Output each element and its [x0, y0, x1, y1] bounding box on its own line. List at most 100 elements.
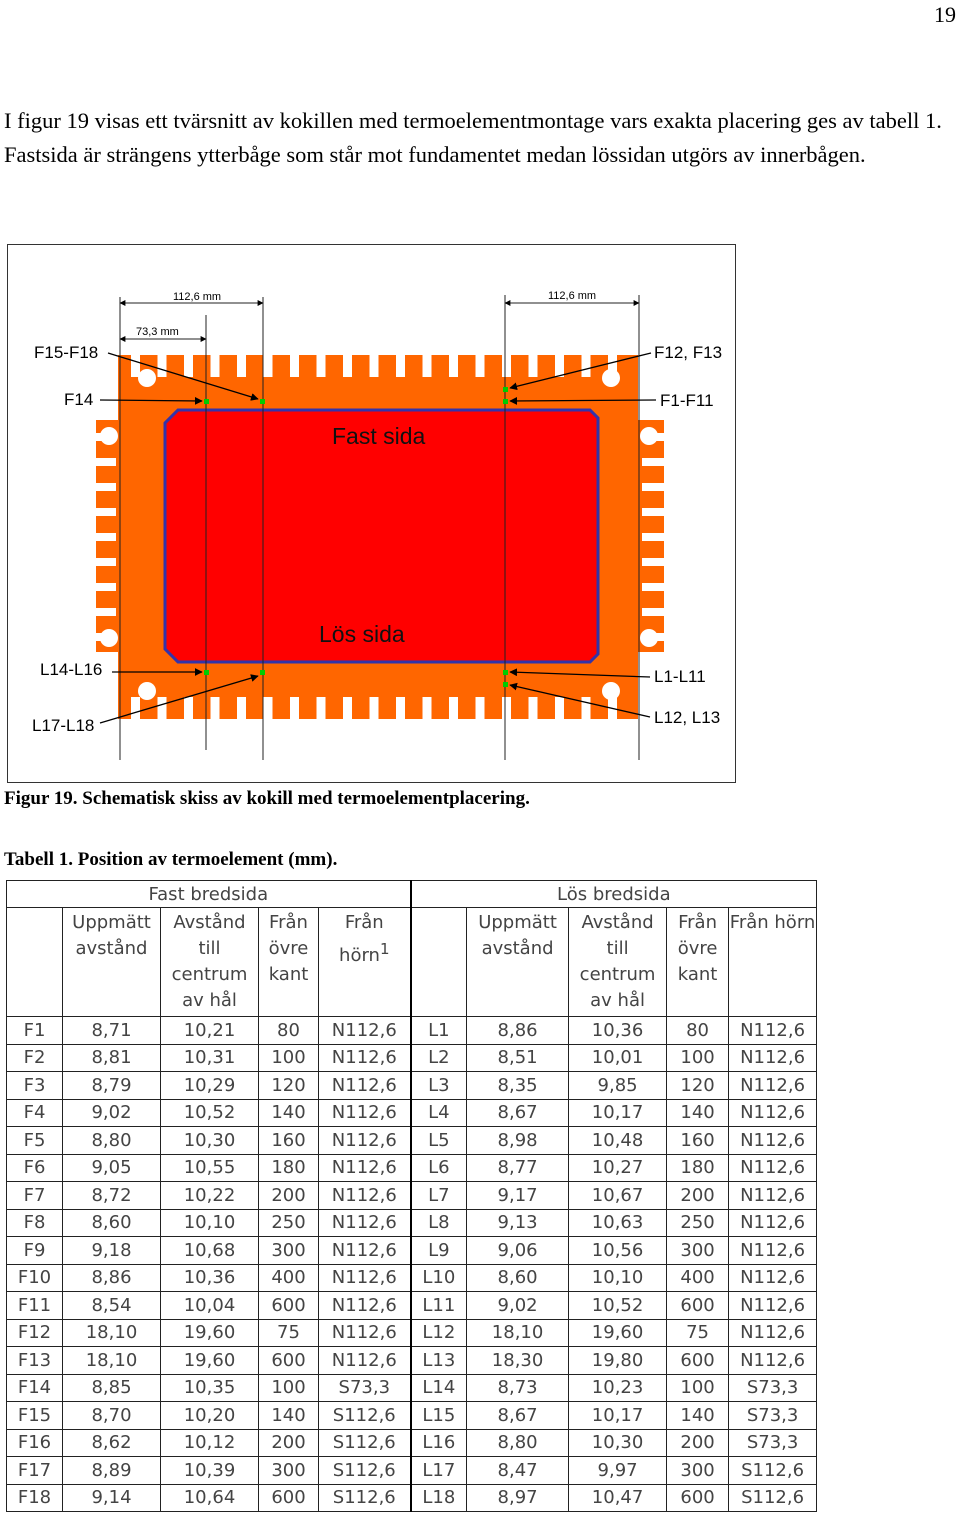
table-cell: 10,17 [568, 1098, 668, 1127]
table-cell: 8,86 [466, 1016, 570, 1045]
table-cell: N112,6 [728, 1236, 818, 1265]
table-cell: 8,60 [62, 1208, 161, 1237]
table-cell: 600 [258, 1291, 319, 1320]
table-row: F9 9,18 10,68 300 N112,6 L9 9,06 10,56 300 N112,6 [6, 1236, 818, 1265]
figure-19: 112,6 mm 73,3 mm 112,6 mm F15-F18 [7, 244, 736, 783]
table-cell: S73,3 [728, 1401, 818, 1430]
table-row: F6 9,05 10,55 180 N112,6 L6 8,77 10,27 180 N112,6 [6, 1153, 818, 1182]
table-cell: 9,13 [466, 1208, 570, 1237]
page-number: 19 [934, 2, 956, 27]
table-cell: 140 [258, 1401, 319, 1430]
table-cell: N112,6 [728, 1208, 818, 1237]
inner-cavity [163, 408, 600, 664]
bolt-hole [640, 629, 658, 647]
table-cell: F2 [6, 1043, 63, 1072]
table-cell: 160 [258, 1126, 319, 1155]
table-cell: N112,6 [317, 1071, 412, 1100]
table-cell: L9 [409, 1236, 468, 1265]
label-fast-sida: Fast sida [332, 423, 426, 449]
table-cell: 19,60 [568, 1318, 668, 1347]
table-cell: 10,04 [160, 1291, 259, 1320]
table-cell: 200 [258, 1181, 319, 1210]
label-f1-f11: F1-F11 [660, 391, 714, 410]
table-cell: 100 [258, 1373, 319, 1402]
cooling-slot [369, 697, 379, 719]
table-cell: F3 [6, 1071, 63, 1100]
bolt-hole [640, 427, 658, 445]
bolt-hole [100, 629, 118, 647]
table-row: F16 8,62 10,12 200 S112,6 L16 8,80 10,30 200 S73,… [6, 1428, 818, 1457]
table-cell: N112,6 [728, 1291, 818, 1320]
table-row: F14 8,85 10,35 100 S73,3 L14 8,73 10,23 100 S73,3 [6, 1373, 818, 1402]
table-cell: 18,10 [62, 1346, 161, 1375]
table-cell: 19,80 [568, 1346, 668, 1375]
table-caption: Tabell 1. Position av termoelement (mm). [4, 849, 338, 870]
cooling-slot [131, 697, 140, 719]
bolt-hole [100, 427, 118, 445]
cooling-slot [184, 697, 193, 719]
table-cell: L6 [409, 1153, 468, 1182]
table-cell: 80 [666, 1016, 730, 1045]
table-cell: N112,6 [317, 1181, 412, 1210]
table-cell: 600 [666, 1483, 730, 1512]
table-cell: 160 [666, 1126, 730, 1155]
table-cell: N112,6 [728, 1318, 818, 1347]
table-cell: S73,3 [728, 1373, 818, 1402]
cooling-slot [237, 697, 246, 719]
table-cell: 300 [666, 1236, 730, 1265]
table-cell: L15 [409, 1401, 468, 1430]
table-cell: 600 [258, 1346, 319, 1375]
cooling-slot [290, 355, 299, 377]
table-row: F2 8,81 10,31 100 N112,6 L2 8,51 10,01 100 N112,6 [6, 1043, 818, 1072]
cooling-slot [449, 697, 458, 719]
table-cell: 9,97 [568, 1456, 668, 1485]
cooling-slot [608, 355, 617, 377]
table-cell: 10,30 [568, 1428, 668, 1457]
table-cell: 250 [258, 1208, 319, 1237]
table-cell: 8,89 [62, 1456, 161, 1485]
cooling-slot [263, 355, 273, 377]
table-row: F8 8,60 10,10 250 N112,6 L8 9,13 10,63 250 N112,6 [6, 1208, 818, 1237]
table-cell: F10 [6, 1263, 63, 1292]
cooling-slot [316, 697, 326, 719]
dim-label-right: 112,6 mm [548, 290, 596, 302]
table-cell: 10,64 [160, 1483, 259, 1512]
table-cell: 9,02 [62, 1098, 161, 1127]
table-row: F17 8,89 10,39 300 S112,6 L17 8,47 9,97 300 S112,… [6, 1456, 818, 1485]
bolt-holes [100, 369, 658, 700]
table-cell: 8,98 [466, 1126, 570, 1155]
table-cell: L13 [409, 1346, 468, 1375]
table-cell: N112,6 [317, 1263, 412, 1292]
table-cell: 10,23 [568, 1373, 668, 1402]
cooling-slot [316, 355, 326, 377]
table-cell: L4 [409, 1098, 468, 1127]
table-cell: 10,12 [160, 1428, 259, 1457]
cooling-slot [96, 583, 116, 591]
table-cell: F17 [6, 1456, 63, 1485]
header-fran-horn-los: Från hörn [728, 907, 818, 1017]
dim-label-left-inner: 73,3 mm [136, 326, 179, 338]
table-row: F15 8,70 10,20 140 S112,6 L15 8,67 10,17 140 S73,… [6, 1401, 818, 1430]
label-l17-l18: L17-L18 [32, 716, 94, 735]
cooling-slot [96, 533, 116, 541]
table-cell: 8,97 [466, 1483, 570, 1512]
thermocouple-table: Fast bredsida Lös bredsida Uppmätt avstå… [5, 880, 818, 1512]
header-avstand-los: Avstånd till centrum av hål [568, 907, 668, 1017]
table-cell: 8,54 [62, 1291, 161, 1320]
table-cell: 10,27 [568, 1153, 668, 1182]
table-cell: 200 [666, 1181, 730, 1210]
table-cell: F13 [6, 1346, 63, 1375]
table-cell: S112,6 [728, 1456, 818, 1485]
table-cell: 8,80 [466, 1428, 570, 1457]
table-cell: 120 [666, 1071, 730, 1100]
cooling-slot [96, 608, 116, 616]
table-row: F18 9,14 10,64 600 S112,6 L18 8,97 10,47 600 S112… [6, 1483, 818, 1512]
cooling-slot [263, 697, 273, 719]
table-cell: 80 [258, 1016, 319, 1045]
cooling-slot [343, 697, 352, 719]
table-cell: N112,6 [317, 1098, 412, 1127]
table-cell: N112,6 [317, 1153, 412, 1182]
table-cell: 300 [666, 1456, 730, 1485]
table-cell: N112,6 [317, 1236, 412, 1265]
table-cell: S112,6 [728, 1483, 818, 1512]
